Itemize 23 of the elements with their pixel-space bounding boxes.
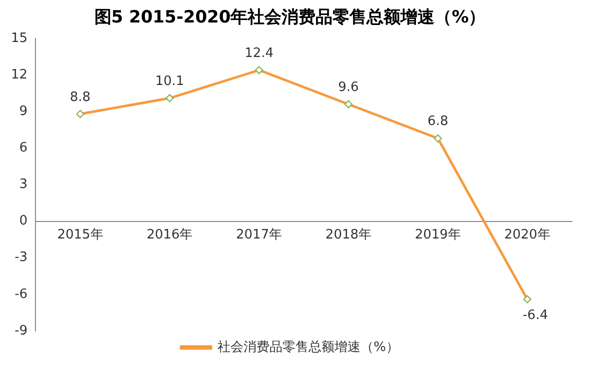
x-tick-label: 2019年 xyxy=(414,227,461,242)
y-tick-label: 0 xyxy=(19,214,28,229)
y-tick-label: -6 xyxy=(14,286,28,302)
x-tick-label: 2015年 xyxy=(57,227,104,242)
data-label: 8.8 xyxy=(70,90,91,105)
data-label: 6.8 xyxy=(428,114,448,130)
x-tick-label: 2016年 xyxy=(146,227,193,242)
data-label: 9.6 xyxy=(338,80,359,96)
x-tick-label: 2017年 xyxy=(236,227,282,242)
y-tick-label: 6 xyxy=(19,140,28,156)
data-label: 12.4 xyxy=(244,46,274,61)
y-tick-label: 12 xyxy=(10,67,28,82)
y-tick-label: -3 xyxy=(14,250,28,266)
y-tick-label: 3 xyxy=(19,177,28,192)
data-label: 10.1 xyxy=(155,74,184,90)
y-tick-label: -9 xyxy=(14,323,28,338)
data-label: -6.4 xyxy=(522,308,548,324)
legend-label: 社会消费品零售总额增速（%） xyxy=(218,340,399,355)
x-tick-label: 2020年 xyxy=(504,227,550,242)
chart-title: 图5 2015-2020年社会消费品零售总额增速（%） xyxy=(94,8,486,28)
x-tick-label: 2018年 xyxy=(325,227,372,242)
y-tick-label: 9 xyxy=(19,104,28,119)
y-tick-label: 15 xyxy=(10,30,28,46)
